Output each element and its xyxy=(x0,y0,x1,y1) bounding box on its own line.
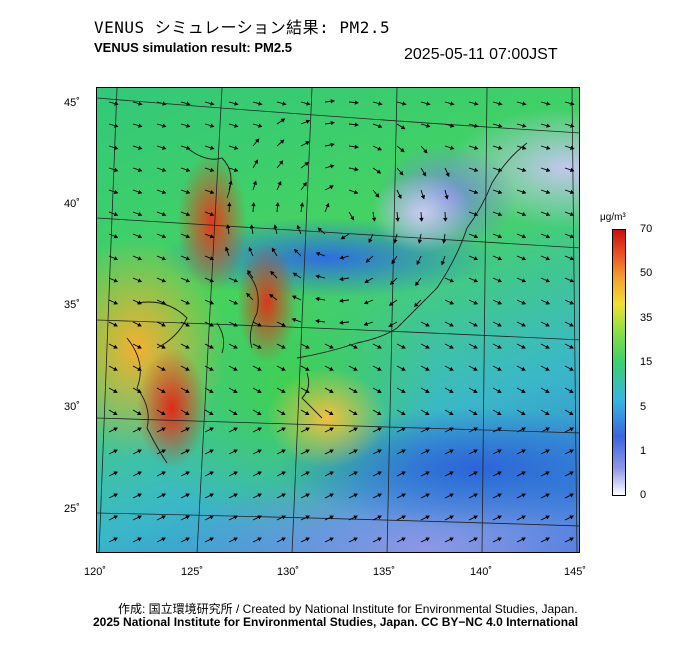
lat-label-25: 25˚ xyxy=(64,503,80,515)
legend-label-35: 35 xyxy=(640,312,653,324)
legend-label-15: 15 xyxy=(640,356,653,368)
title-english: VENUS simulation result: PM2.5 xyxy=(94,40,292,55)
lon-label-145: 145˚ xyxy=(564,566,587,578)
lon-label-130: 130˚ xyxy=(277,566,300,578)
legend-label-50: 50 xyxy=(640,267,653,279)
lon-label-135: 135˚ xyxy=(373,566,396,578)
credit-line-1: 作成: 国立環境研究所 / Created by National Instit… xyxy=(118,602,578,616)
pm25-colorbar xyxy=(612,229,626,496)
graticule xyxy=(97,88,579,552)
lat-label-40: 40˚ xyxy=(64,198,80,210)
lon-label-140: 140˚ xyxy=(470,566,493,578)
pm25-map xyxy=(96,87,580,553)
legend-label-5: 5 xyxy=(640,401,647,413)
lon-label-125: 125˚ xyxy=(181,566,204,578)
legend-label-1: 1 xyxy=(640,445,647,457)
legend-label-0: 0 xyxy=(640,489,647,501)
title-japanese: VENUS シミュレーション結果: PM2.5 xyxy=(94,18,391,37)
credit-line-2: 2025 National Institute for Environmenta… xyxy=(93,615,579,629)
map-overlay xyxy=(97,88,579,552)
timestamp: 2025-05-11 07:00JST xyxy=(404,46,558,63)
wind-vectors xyxy=(108,99,575,543)
lat-label-45: 45˚ xyxy=(64,97,80,109)
lat-label-35: 35˚ xyxy=(64,299,80,311)
lat-label-30: 30˚ xyxy=(64,401,80,413)
legend-unit: μg/m³ xyxy=(600,212,626,223)
lon-label-120: 120˚ xyxy=(84,566,107,578)
legend-label-70: 70 xyxy=(640,223,653,235)
